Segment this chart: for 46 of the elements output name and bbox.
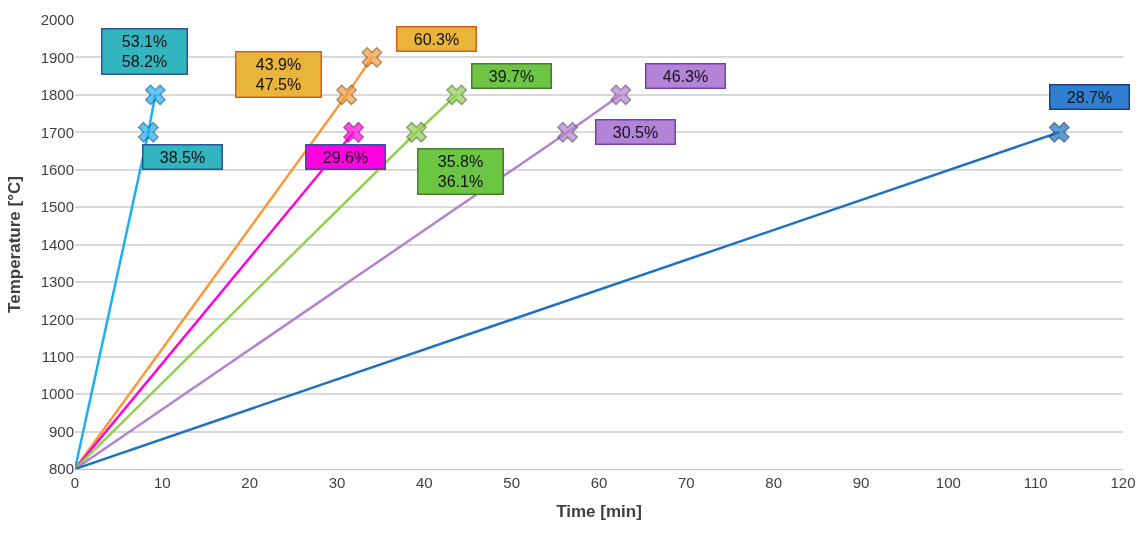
annotation: 39.7% bbox=[488, 67, 535, 85]
x-tick-label: 40 bbox=[415, 474, 433, 491]
x-tick-label: 90 bbox=[852, 474, 870, 491]
x-tick-label: 100 bbox=[935, 474, 961, 491]
y-tick-label: 1500 bbox=[40, 198, 74, 216]
x-tick-label: 80 bbox=[765, 474, 783, 491]
y-tick-label: 1700 bbox=[40, 123, 74, 141]
point bbox=[446, 84, 468, 106]
y-axis-title: Temperature [°C] bbox=[5, 176, 25, 313]
y-tick-label: 1600 bbox=[40, 160, 74, 178]
y-tick-label: 1200 bbox=[40, 310, 74, 328]
annotation: 53.1% 58.2% bbox=[121, 32, 168, 71]
point bbox=[1048, 121, 1070, 143]
y-tick-label: 1000 bbox=[40, 385, 74, 403]
annotation: 35.8% 36.1% bbox=[437, 152, 484, 191]
annotation: 28.7% bbox=[1066, 88, 1113, 106]
point bbox=[343, 121, 364, 143]
point bbox=[406, 121, 427, 143]
point bbox=[361, 47, 383, 68]
x-tick-label: 50 bbox=[503, 474, 521, 491]
annotation: 29.6% bbox=[322, 148, 369, 166]
annotation: 43.9% 47.5% bbox=[255, 55, 302, 94]
point bbox=[144, 84, 166, 106]
x-tick-label: 110 bbox=[1023, 474, 1048, 491]
y-tick-label: 1900 bbox=[40, 48, 74, 66]
y-tick-label: 900 bbox=[48, 422, 74, 440]
point bbox=[557, 121, 578, 143]
annotation: 38.5% bbox=[159, 148, 206, 166]
x-tick-label: 30 bbox=[328, 474, 346, 491]
x-axis-title: Time [min] bbox=[556, 502, 642, 522]
x-tick-label: 70 bbox=[677, 474, 695, 491]
y-tick-label: 2000 bbox=[40, 11, 74, 29]
x-tick-label: 10 bbox=[153, 474, 171, 491]
x-tick-label: 20 bbox=[241, 474, 259, 491]
annotation: 60.3% bbox=[413, 30, 460, 48]
point bbox=[137, 121, 159, 143]
x-tick-label: 120 bbox=[1110, 474, 1136, 491]
y-tick-label: 1100 bbox=[41, 348, 74, 365]
point bbox=[336, 84, 357, 106]
annotation: 30.5% bbox=[612, 123, 659, 141]
point bbox=[610, 84, 632, 106]
y-tick-label: 1800 bbox=[40, 86, 74, 104]
x-tick-label: 60 bbox=[590, 474, 608, 491]
y-tick-label: 1300 bbox=[40, 273, 74, 291]
y-tick-label: 1400 bbox=[40, 235, 74, 253]
annotation: 46.3% bbox=[662, 67, 709, 85]
